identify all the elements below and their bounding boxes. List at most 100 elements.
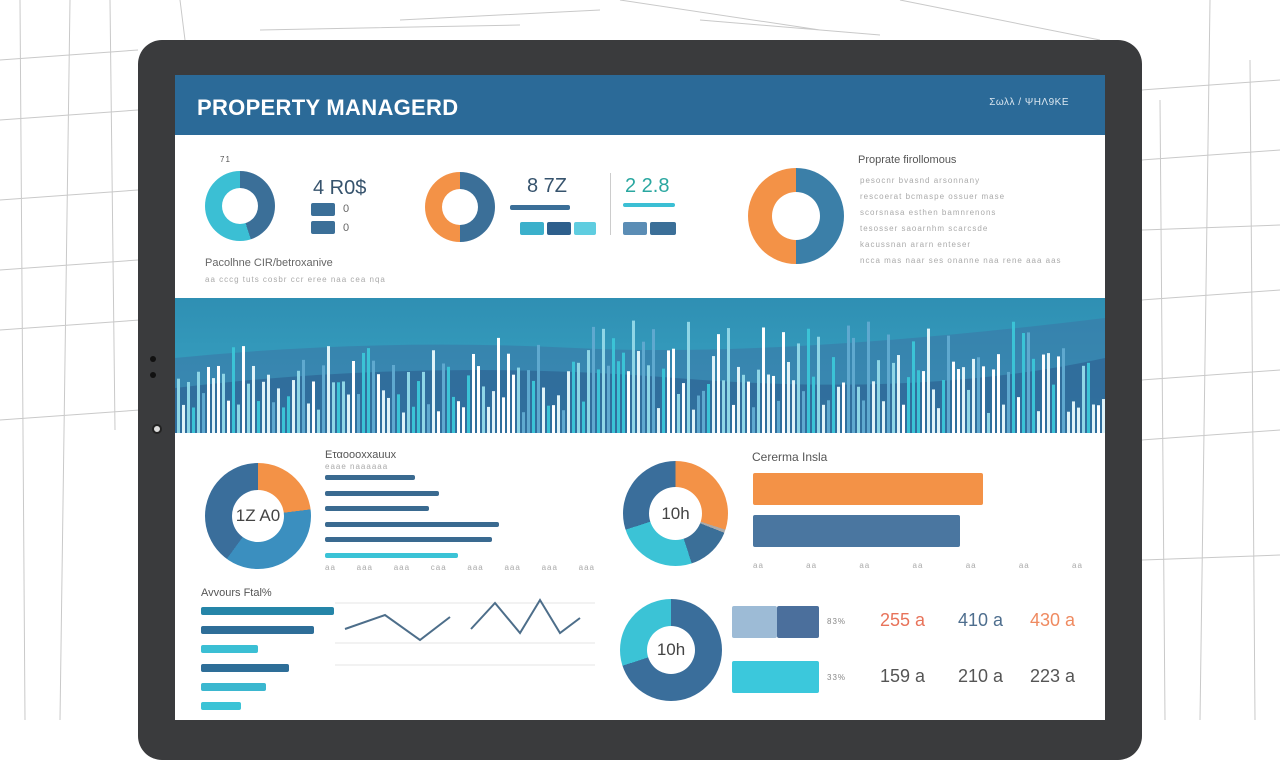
banner-bar xyxy=(807,328,810,433)
banner-bar xyxy=(1087,362,1090,433)
banner-bar xyxy=(967,389,970,433)
banner-bar xyxy=(1077,407,1080,433)
banner-bar xyxy=(997,354,1000,433)
bar-blue xyxy=(753,515,960,547)
banner-bar xyxy=(937,408,940,433)
banner-bar xyxy=(1017,397,1020,433)
banner-bar xyxy=(732,404,735,433)
banner-bar xyxy=(622,352,625,433)
chart-title: Avvours Ftal% xyxy=(201,587,272,599)
banner-bar xyxy=(1082,365,1085,433)
banner-bar xyxy=(817,336,820,433)
banner-bar xyxy=(517,367,520,433)
metric-value: 210 a xyxy=(958,666,1004,686)
tick: aaa xyxy=(467,563,484,572)
banner-bar xyxy=(712,356,715,433)
banner-bar xyxy=(467,375,470,433)
donut-chart-summary: 10h xyxy=(620,599,722,701)
banner-bar xyxy=(507,353,510,433)
banner-bar xyxy=(217,365,220,433)
banner-bar xyxy=(222,373,225,433)
horizontal-bar xyxy=(201,626,315,634)
banner-bar xyxy=(697,395,700,433)
banner-bar xyxy=(677,393,680,433)
banner-bar xyxy=(717,334,720,433)
banner-bar xyxy=(212,378,215,433)
banner-bar xyxy=(382,390,385,433)
background-sketch xyxy=(0,0,1280,720)
tick: aa xyxy=(859,561,871,570)
banner-bar xyxy=(1072,401,1075,433)
banner-bar xyxy=(1097,405,1100,433)
banner-bar xyxy=(982,366,985,433)
banner-bar xyxy=(872,381,875,433)
banner-bar xyxy=(1042,354,1045,433)
banner-bar xyxy=(447,366,450,433)
banner-bar xyxy=(332,382,335,433)
donut-chart-hours: 10h xyxy=(623,461,728,566)
banner-bar xyxy=(892,362,895,433)
horizontal-bar xyxy=(325,537,492,542)
banner-bar xyxy=(792,380,795,433)
banner-bar xyxy=(367,348,370,433)
banner-bar xyxy=(727,328,730,433)
banner-bar xyxy=(787,362,790,433)
banner-bar xyxy=(602,328,605,433)
banner-bar xyxy=(617,361,620,433)
banner-bar xyxy=(242,346,245,433)
header-user-label[interactable]: Σωλλ / ΨΗΛ9ΚΕ xyxy=(989,97,1069,108)
legend-item: ncca mas naar ses onanne naa rene aaa aa… xyxy=(860,256,1062,265)
row-percent: 83% xyxy=(827,617,847,626)
banner-bar xyxy=(927,328,930,433)
banner-bar xyxy=(1092,404,1095,433)
chart-title: Cererma Insla xyxy=(752,450,828,464)
banner-bar xyxy=(417,381,420,433)
banner-bar xyxy=(397,394,400,433)
banner-bar xyxy=(462,407,465,433)
banner-bar xyxy=(392,364,395,433)
row-percent: 33% xyxy=(827,673,847,682)
banner-bar xyxy=(887,334,890,433)
banner-bar xyxy=(552,405,555,433)
tick: aaa xyxy=(541,563,558,572)
donut-center-value: 10h xyxy=(647,626,695,674)
banner-bar xyxy=(422,371,425,433)
banner-bar xyxy=(752,407,755,433)
banner-bar xyxy=(707,383,710,433)
metric-value: 255 a xyxy=(880,610,926,630)
banner-bar xyxy=(672,348,675,433)
banner-bar xyxy=(1062,348,1065,433)
banner-bar xyxy=(482,386,485,433)
banner-bar xyxy=(412,406,415,433)
dashboard-screen: PROPERTY MANAGERD Σωλλ / ΨΗΛ9ΚΕ 71 4 R0$… xyxy=(175,75,1105,720)
banner-bar xyxy=(407,371,410,433)
horizontal-bar xyxy=(201,607,334,615)
banner-bar xyxy=(522,412,525,433)
horizontal-bar xyxy=(325,506,429,511)
banner-bar xyxy=(832,357,835,433)
banner-bar xyxy=(177,378,180,433)
banner-bar xyxy=(267,374,270,433)
x-axis: aa aa aa aa aa aa aa xyxy=(753,561,1083,570)
banner-bar xyxy=(597,369,600,433)
banner-bar xyxy=(932,389,935,433)
banner-bar xyxy=(442,363,445,433)
banner-bar xyxy=(742,374,745,433)
banner-bar xyxy=(632,320,635,433)
banner-bar xyxy=(1032,358,1035,433)
banner-bar xyxy=(562,410,565,433)
horizontal-bar xyxy=(201,664,289,672)
camera-icon xyxy=(150,356,156,362)
home-button[interactable] xyxy=(152,424,162,434)
tick: aa xyxy=(965,561,977,570)
banner-bar xyxy=(897,355,900,433)
banner-bar xyxy=(402,412,405,433)
banner-bar xyxy=(272,402,275,433)
banner-bar xyxy=(1027,332,1030,433)
banner-bar xyxy=(947,335,950,433)
banner-bar xyxy=(1007,371,1010,433)
donut-center-value: 10h xyxy=(649,487,702,540)
banner-bar xyxy=(877,360,880,433)
banner-bar xyxy=(587,350,590,433)
banner-bar xyxy=(227,400,230,433)
